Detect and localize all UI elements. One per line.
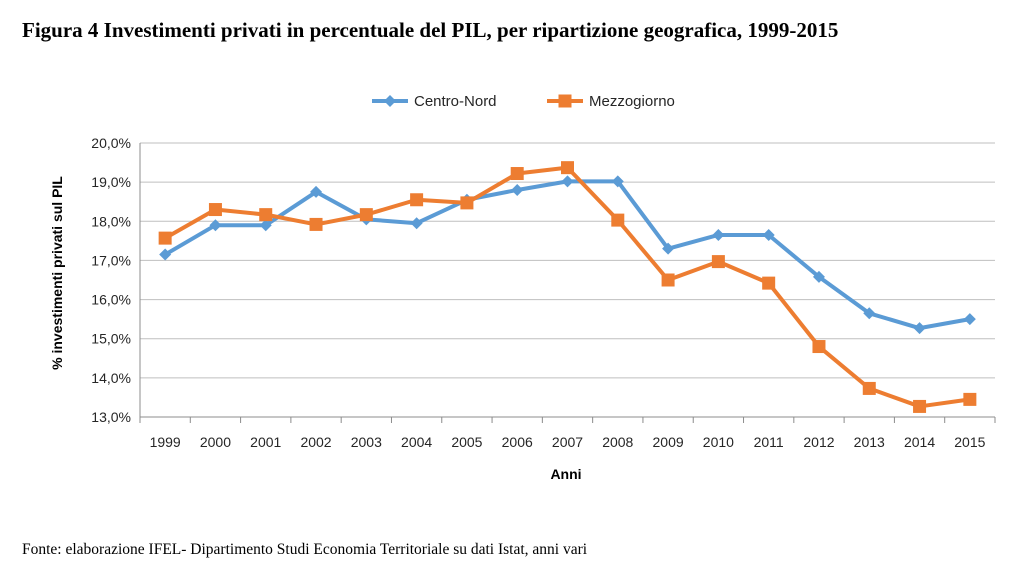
x-tick-label: 2012 [803,434,834,450]
data-point [862,381,876,395]
legend-label: Centro-Nord [414,93,497,110]
data-point [963,392,977,406]
y-tick-label: 15,0% [91,331,131,347]
y-tick-label: 13,0% [91,409,131,425]
axes [139,143,996,423]
data-point [410,193,424,207]
figure-source: Fonte: elaborazione IFEL- Dipartimento S… [22,541,588,558]
legend-label: Mezzogiorno [589,93,675,110]
data-point [510,167,524,181]
data-point [208,203,222,217]
data-point [662,242,675,255]
data-point [561,161,574,175]
data-point [410,217,423,230]
y-tick-label: 18,0% [91,213,131,229]
y-axis-title: % investimenti privati sul PIL [49,176,65,370]
series-line [164,179,971,331]
legend-marker [558,94,572,108]
y-tick-label: 20,0% [91,135,131,151]
line-chart: 13,0% 14,0% 15,0% 16,0% 17,0% 18,0% 19,0% 20,0%… [20,68,1004,508]
y-tick-label: 17,0% [91,252,131,268]
data-point [159,248,172,261]
legend-item: Centro-Nord [372,93,497,110]
data-point [913,322,926,335]
data-series [158,161,977,413]
data-point [963,313,976,326]
series-mezzogiorno [158,161,977,413]
x-tick-label: 2000 [200,434,231,450]
x-tick-label: 2014 [904,434,935,450]
data-point [762,228,775,241]
x-tick-label: 2013 [854,434,885,450]
data-point [712,228,725,241]
y-tick-label: 16,0% [91,292,131,308]
data-point [661,273,675,287]
y-tick-labels: 13,0% 14,0% 15,0% 16,0% 17,0% 18,0% 19,0% 20,0% [91,135,131,425]
data-point [259,208,273,222]
data-point [863,307,876,320]
y-tick-label: 14,0% [91,370,131,386]
data-point [762,276,776,290]
data-point [611,213,625,227]
data-point [611,175,624,188]
series-line [164,165,971,409]
x-tick-label: 2003 [351,434,382,450]
x-tick-label: 2009 [653,434,684,450]
data-point [561,175,574,188]
x-tick-label: 2007 [552,434,583,450]
x-tick-label: 2010 [703,434,734,450]
data-point [913,399,927,413]
data-point [309,217,323,231]
x-tick-label: 2005 [451,434,482,450]
data-point [711,255,725,269]
x-tick-label: 2008 [602,434,633,450]
series-centro-nord [159,175,976,335]
legend: Centro-Nord Mezzogiorno [372,93,675,110]
x-tick-label: 2015 [954,434,985,450]
data-point [259,219,272,232]
x-tick-label: 1999 [150,434,181,450]
data-point [812,270,825,283]
x-tick-label: 2011 [754,434,784,450]
legend-item: Mezzogiorno [547,93,675,110]
data-point [460,196,474,210]
x-tick-label: 2001 [250,434,281,450]
data-point [812,340,826,354]
x-tick-label: 2002 [300,434,331,450]
x-tick-labels: 1999 2000 2001 2002 2003 2004 2005 2006 2007 2008… [150,434,986,450]
data-point [359,208,373,222]
x-tick-label: 2006 [502,434,533,450]
x-tick-label: 2004 [401,434,432,450]
data-point [209,219,222,232]
data-point [158,231,172,245]
chart-canvas: 13,0% 14,0% 15,0% 16,0% 17,0% 18,0% 19,0% 20,0%… [49,93,996,482]
data-point [310,185,323,198]
y-tick-label: 19,0% [91,174,131,190]
data-point [511,183,524,196]
figure-title: Figura 4 Investimenti privati in percent… [22,18,839,42]
legend-marker [384,95,396,107]
x-axis-title: Anni [550,466,581,482]
